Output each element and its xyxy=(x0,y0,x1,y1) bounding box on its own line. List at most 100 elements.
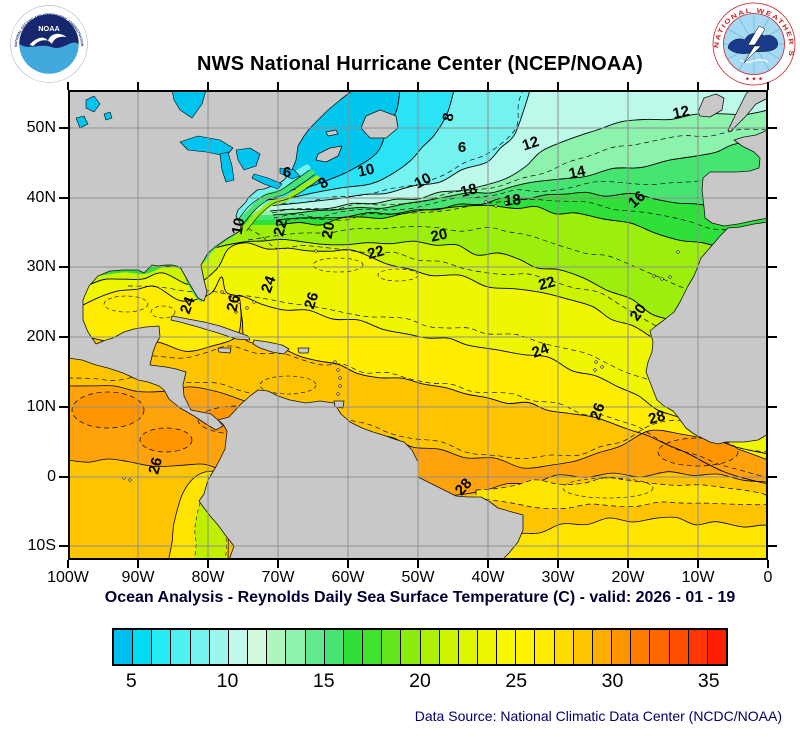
contour-label-26: 26 xyxy=(145,456,166,477)
x-tick xyxy=(67,82,69,90)
x-tick xyxy=(767,560,769,568)
noaa-seal-night xyxy=(19,14,79,48)
colorbar-cell xyxy=(343,630,364,664)
colorbar-tick-label: 35 xyxy=(697,670,720,692)
colorbar-cell xyxy=(573,630,593,664)
colorbar-tick-label: 5 xyxy=(125,670,137,692)
colorbar-cell xyxy=(650,630,670,664)
contour-label-22: 22 xyxy=(537,273,558,294)
contour-label-26: 26 xyxy=(301,290,322,311)
colorbar-cell xyxy=(401,630,421,664)
colorbar-cell xyxy=(458,630,478,664)
x-tick xyxy=(417,560,419,568)
x-tick-label: 0 xyxy=(763,569,773,586)
nws-lightning-icon xyxy=(743,25,766,64)
sst-map: 8 6 12 12 6 8 10 10 14 16 18 18 10 22 20 22 20 22 20 24 24 26… xyxy=(68,90,768,560)
y-tick xyxy=(59,476,68,478)
colorbar-cell xyxy=(324,630,344,664)
contour-label-22: 22 xyxy=(366,242,387,263)
colorbar-cell xyxy=(554,630,574,664)
noaa-wordmark: NOAA xyxy=(38,24,60,33)
x-tick xyxy=(487,82,489,90)
x-tick xyxy=(627,82,629,90)
contour-label-24: 24 xyxy=(177,294,199,316)
contour-label-12: 12 xyxy=(520,133,541,154)
x-tick-label: 100W xyxy=(47,569,89,586)
colorbar-cell xyxy=(688,630,708,664)
colorbar-cell xyxy=(171,630,191,664)
contour-label-10: 10 xyxy=(229,217,249,236)
colorbar-cell xyxy=(631,630,651,664)
x-tick-label: 10W xyxy=(681,569,715,586)
y-tick xyxy=(59,406,68,408)
colorbar-tick-label: 10 xyxy=(216,670,239,692)
contour-label-6: 6 xyxy=(283,164,291,181)
contour-label-10: 10 xyxy=(356,161,376,181)
y-tick xyxy=(59,336,68,338)
x-tick xyxy=(347,82,349,90)
x-tick xyxy=(557,82,559,90)
colorbar-tick-label: 20 xyxy=(409,670,431,692)
colorbar-cell xyxy=(133,630,153,664)
colorbar-cell xyxy=(535,630,555,664)
colorbar xyxy=(112,628,728,666)
colorbar-cell xyxy=(267,630,287,664)
page-title: NWS National Hurricane Center (NCEP/NOAA… xyxy=(196,53,644,75)
contour-label-24: 24 xyxy=(530,340,552,362)
contour-label-18: 18 xyxy=(459,180,480,201)
x-tick xyxy=(767,82,769,90)
x-tick xyxy=(557,560,559,568)
colorbar-cell xyxy=(209,630,229,664)
nws-logo: NATIONAL WEATHER SERVICE ★ ★ ★ xyxy=(712,2,796,86)
y-tick xyxy=(768,476,777,478)
contour-label-18: 18 xyxy=(503,191,521,210)
x-tick-label: 90W xyxy=(121,569,155,586)
y-tick-label: 10N xyxy=(26,398,56,415)
y-tick xyxy=(768,266,777,268)
y-tick xyxy=(59,127,68,129)
contour-label-28: 28 xyxy=(647,407,668,428)
nws-wave xyxy=(739,59,769,63)
colorbar-cell xyxy=(439,630,459,664)
y-tick xyxy=(768,545,777,547)
x-tick xyxy=(697,560,699,568)
y-tick xyxy=(768,406,777,408)
x-tick xyxy=(627,560,629,568)
contour-label-12: 12 xyxy=(671,103,691,123)
x-tick xyxy=(207,560,209,568)
x-tick xyxy=(417,82,419,90)
colorbar-cell xyxy=(382,630,402,664)
colorbar-cell xyxy=(228,630,249,664)
x-tick xyxy=(137,560,139,568)
map-caption: Ocean Analysis - Reynolds Daily Sea Surf… xyxy=(104,589,736,606)
noaa-logo: NATIONAL OCEANIC AND ATMOSPHERIC ADMINIS… xyxy=(10,5,88,83)
colorbar-cell xyxy=(497,630,517,664)
colorbar-cell xyxy=(516,630,536,664)
colorbar-cell xyxy=(114,630,134,664)
colorbar-cell xyxy=(248,630,268,664)
contour-label-8: 8 xyxy=(439,111,457,123)
x-tick-label: 30W xyxy=(541,569,575,586)
contour-label-26: 26 xyxy=(587,401,609,422)
colorbar-cell xyxy=(420,630,440,664)
colorbar-tick-label: 15 xyxy=(312,670,335,692)
colorbar-tick-label: 25 xyxy=(505,670,528,692)
x-tick xyxy=(487,560,489,568)
contour-label-14: 14 xyxy=(567,162,587,182)
contour-label-10: 10 xyxy=(412,170,435,193)
nws-stars: ★ ★ ★ xyxy=(745,76,763,83)
y-tick xyxy=(768,336,777,338)
y-tick xyxy=(768,197,777,199)
contour-label-24: 24 xyxy=(258,273,280,295)
colorbar-cell xyxy=(190,630,210,664)
colorbar-cell xyxy=(592,630,613,664)
contour-label-20: 20 xyxy=(627,301,650,324)
contour-label-20: 20 xyxy=(319,221,339,240)
colorbar-cell xyxy=(152,630,172,664)
contour-label-20: 20 xyxy=(429,226,449,246)
x-tick xyxy=(277,82,279,90)
x-tick-label: 60W xyxy=(331,569,365,586)
x-tick-label: 80W xyxy=(191,569,225,586)
y-tick-label: 0 xyxy=(47,468,56,485)
